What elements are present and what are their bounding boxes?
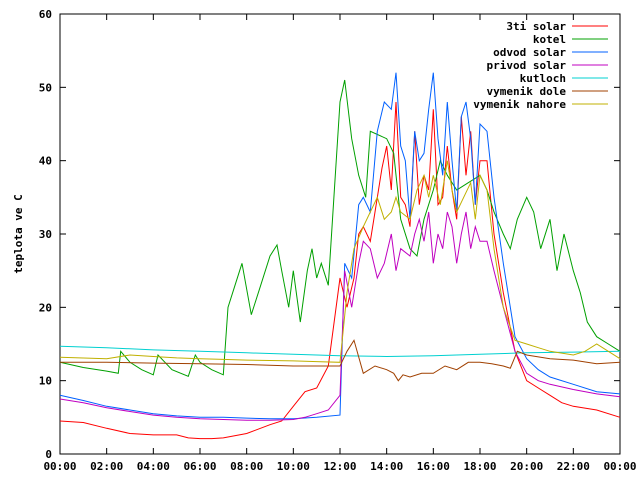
series-line-kutloch [59,345,621,358]
series-line-kotel [59,79,621,377]
series-line-vymenik-dole [60,339,621,382]
axis-ticks: 00:00 02:00 04:00 06:00 08:00 10:00 12:00 14:00… [39,8,637,473]
x-tick-label: 08:00 [230,460,263,473]
y-tick-label: 50 [39,81,52,94]
series-line-vymenik-nahore [59,160,621,363]
x-tick-label: 04:00 [137,460,170,473]
y-tick-label: 60 [39,8,52,21]
x-tick-label: 02:00 [90,460,123,473]
y-axis-label: teplota ve C [12,194,25,273]
series-lines [59,72,621,440]
series-line-3ti-solar [59,101,621,440]
x-tick-label: 06:00 [183,460,216,473]
series-line-odvod-solar [59,72,621,420]
x-tick-label: 22:00 [557,460,590,473]
x-tick-label: 00:00 [603,460,636,473]
y-tick-label: 30 [39,228,52,241]
y-tick-label: 10 [39,375,52,388]
series-line-privod-solar [59,211,621,421]
legend-label: odvod solar [493,46,566,59]
x-tick-label: 14:00 [370,460,403,473]
legend-label: 3ti solar [506,20,566,33]
legend-label: kutloch [520,72,566,85]
x-tick-label: 20:00 [510,460,543,473]
legend-label: privod solar [487,59,567,72]
x-tick-label: 12:00 [323,460,356,473]
y-tick-label: 0 [45,448,52,461]
legend-label: vymenik dole [487,85,567,98]
x-tick-label: 16:00 [417,460,450,473]
x-tick-label: 18:00 [463,460,496,473]
y-tick-label: 20 [39,301,52,314]
x-tick-label: 00:00 [43,460,76,473]
legend-label: vymenik nahore [473,98,566,111]
x-tick-label: 10:00 [277,460,310,473]
legend-label: kotel [533,33,566,46]
y-tick-label: 40 [39,155,52,168]
